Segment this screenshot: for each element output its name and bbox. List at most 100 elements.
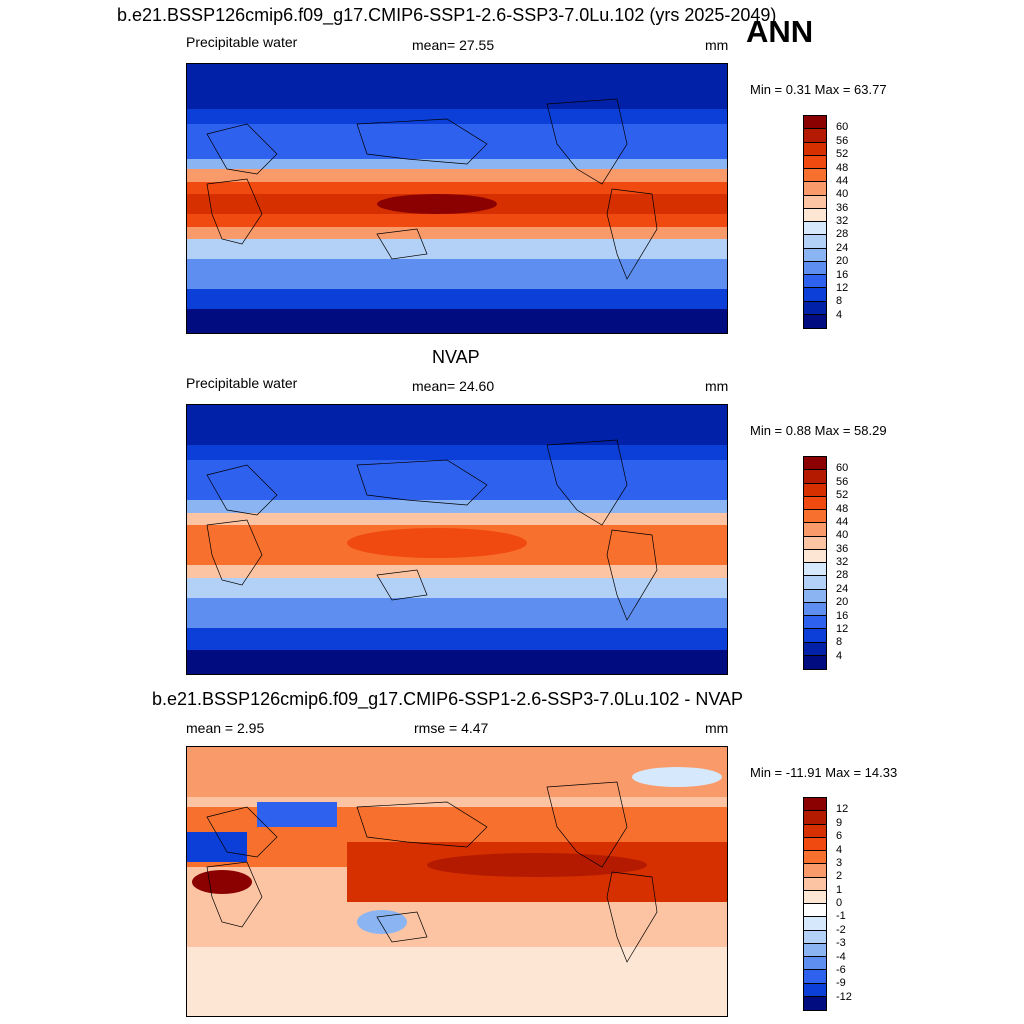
colorbar-tick-label: 8	[836, 636, 843, 649]
panel-3-minmax: Min = -11.91 Max = 14.33	[750, 765, 898, 780]
panel-2-minmax: Min = 0.88 Max = 58.29	[750, 423, 887, 438]
colorbar-swatch	[804, 182, 826, 196]
colorbar-tick-label: 4	[836, 843, 843, 856]
colorbar-swatch	[804, 616, 826, 630]
panel-2-colorbar	[803, 456, 827, 670]
colorbar-swatch	[804, 248, 826, 262]
colorbar-tick-label: 52	[836, 148, 849, 161]
colorbar-tick-label: -9	[836, 977, 846, 990]
colorbar-tick-label: -12	[836, 990, 852, 1003]
panel-2-title: NVAP	[432, 347, 480, 367]
colorbar-swatch	[804, 314, 826, 328]
colorbar-swatch	[804, 930, 826, 944]
panel-1-colorbar	[803, 115, 827, 329]
colorbar-swatch	[804, 195, 826, 209]
panel-2-mean-label: mean= 24.60	[412, 378, 495, 394]
colorbar-swatch	[804, 235, 826, 249]
panel-3-colorbar	[803, 797, 827, 1011]
colorbar-swatch	[804, 301, 826, 315]
panel-1-minmax: Min = 0.31 Max = 63.77	[750, 82, 887, 97]
colorbar-swatch	[804, 904, 826, 918]
panel-1-mean-label: mean= 27.55	[412, 37, 495, 53]
colorbar-swatch	[804, 642, 826, 656]
colorbar-tick-label: 40	[836, 188, 849, 201]
colorbar-tick-label: 6	[836, 830, 843, 843]
colorbar-swatch	[804, 837, 826, 851]
panel-1-variable-label: Precipitable water	[186, 34, 298, 50]
colorbar-tick-label: 44	[836, 515, 849, 528]
colorbar-swatch	[804, 510, 826, 524]
colorbar-tick-label: 36	[836, 542, 849, 555]
colorbar-swatch	[804, 549, 826, 563]
colorbar-swatch	[804, 655, 826, 669]
colorbar-swatch	[804, 142, 826, 156]
panel-3-units-label: mm	[705, 720, 729, 736]
colorbar-tick-label: 20	[836, 596, 849, 609]
colorbar-swatch	[804, 169, 826, 183]
season-label: ANN	[746, 14, 814, 49]
colorbar-tick-label: 12	[836, 281, 849, 294]
colorbar-swatch	[804, 629, 826, 643]
colorbar-tick-label: 16	[836, 268, 849, 281]
colorbar-swatch	[804, 589, 826, 603]
colorbar-tick-label: 28	[836, 569, 849, 582]
colorbar-swatch	[804, 536, 826, 550]
colorbar-swatch	[804, 470, 826, 484]
colorbar-tick-label: 52	[836, 489, 849, 502]
colorbar-tick-label: 1	[836, 883, 843, 896]
colorbar-tick-label: 16	[836, 609, 849, 622]
colorbar-tick-label: 28	[836, 228, 849, 241]
colorbar-tick-label: 56	[836, 475, 849, 488]
colorbar-swatch	[804, 275, 826, 289]
colorbar-swatch	[804, 943, 826, 957]
colorbar-tick-label: 32	[836, 556, 849, 568]
colorbar-tick-label: 36	[836, 201, 849, 214]
panel-3-rmse-label: rmse = 4.47	[414, 720, 489, 736]
colorbar-tick-label: 4	[836, 649, 843, 662]
colorbar-swatch	[804, 222, 826, 236]
colorbar-swatch	[804, 155, 826, 169]
colorbar-tick-label: -2	[836, 923, 846, 936]
colorbar-swatch	[804, 811, 826, 825]
colorbar-swatch	[804, 917, 826, 931]
colorbar-swatch	[804, 864, 826, 878]
colorbar-tick-label: 4	[836, 308, 843, 321]
panel-3-mean-label: mean = 2.95	[186, 720, 265, 736]
colorbar-tick-label: 12	[836, 803, 849, 816]
colorbar-swatch	[804, 129, 826, 143]
colorbar-swatch	[804, 457, 826, 471]
colorbar-tick-label: 2	[836, 870, 843, 883]
colorbar-tick-label: 24	[836, 241, 849, 254]
colorbar-swatch	[804, 970, 826, 984]
panel-2-variable-label: Precipitable water	[186, 375, 298, 391]
colorbar-swatch	[804, 116, 826, 130]
panel-3-map	[186, 746, 728, 1017]
colorbar-swatch	[804, 576, 826, 590]
colorbar-tick-label: 12	[836, 622, 849, 635]
colorbar-swatch	[804, 563, 826, 577]
colorbar-tick-label: 0	[836, 897, 843, 909]
colorbar-tick-label: 48	[836, 502, 849, 515]
colorbar-swatch	[804, 851, 826, 865]
panel-2-units-label: mm	[705, 378, 729, 394]
colorbar-tick-label: 60	[836, 462, 849, 475]
panel-1-map	[186, 63, 728, 334]
colorbar-tick-label: 32	[836, 215, 849, 227]
colorbar-tick-label: 9	[836, 816, 843, 829]
colorbar-tick-label: -4	[836, 950, 846, 963]
colorbar-tick-label: 60	[836, 121, 849, 134]
colorbar-tick-label: -6	[836, 963, 846, 976]
colorbar-tick-label: 40	[836, 529, 849, 542]
colorbar-swatch	[804, 983, 826, 997]
colorbar-tick-label: 44	[836, 174, 849, 187]
colorbar-swatch	[804, 208, 826, 222]
colorbar-tick-label: 8	[836, 295, 843, 308]
panel-1-title: b.e21.BSSP126cmip6.f09_g17.CMIP6-SSP1-2.…	[117, 5, 777, 25]
colorbar-tick-label: -3	[836, 937, 846, 950]
colorbar-swatch	[804, 288, 826, 302]
colorbar-swatch	[804, 523, 826, 537]
colorbar-swatch	[804, 877, 826, 891]
colorbar-swatch	[804, 957, 826, 971]
colorbar-swatch	[804, 483, 826, 497]
panel-3-title: b.e21.BSSP126cmip6.f09_g17.CMIP6-SSP1-2.…	[152, 689, 744, 709]
